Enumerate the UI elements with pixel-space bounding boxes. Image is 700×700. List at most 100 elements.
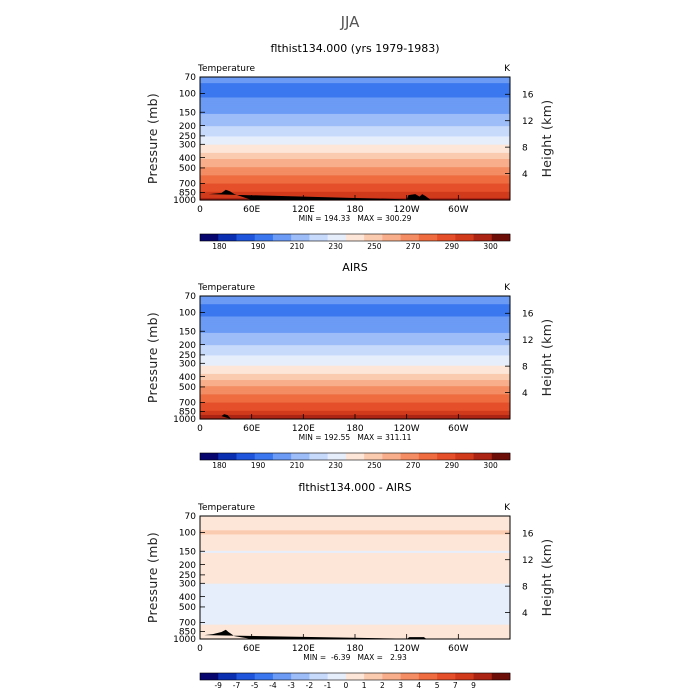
colorbar-swatch (418, 234, 438, 241)
field-band (200, 302, 510, 305)
colorbar-label: 250 (367, 461, 382, 470)
colorbar-swatch (473, 234, 493, 241)
colorbar-swatch (327, 673, 347, 680)
field-band (200, 308, 510, 311)
colorbar-swatch (364, 673, 383, 680)
figure-title: JJA (340, 13, 361, 31)
field-band (200, 386, 510, 389)
y-tick-label: 700 (179, 619, 196, 629)
field-band (200, 167, 510, 170)
x-tick-label: 0 (197, 424, 203, 434)
field-band (200, 404, 510, 408)
field-band (200, 152, 510, 156)
field-band (200, 618, 510, 622)
field-band (200, 122, 510, 125)
field-band (200, 171, 510, 174)
field-band (200, 334, 510, 338)
y-axis-label: Pressure (mb) (145, 312, 160, 403)
x-tick-label: 120W (394, 644, 420, 654)
field-band (200, 589, 510, 593)
colorbar-swatch (491, 453, 511, 460)
colorbar-swatch (364, 453, 383, 460)
colorbar-swatch (291, 453, 310, 460)
field-band (200, 124, 510, 127)
field-band (200, 622, 510, 626)
field-band (200, 583, 510, 587)
field-band (200, 559, 510, 562)
field-band (200, 339, 510, 342)
panel-left-label: Temperature (197, 283, 255, 293)
panel-left-label: Temperature (197, 503, 255, 513)
y-tick-label: 200 (179, 122, 196, 132)
field-band (200, 185, 510, 189)
panel-title: flthist134.000 - AIRS (298, 481, 411, 494)
field-band (200, 349, 510, 352)
x-tick-label: 180 (346, 644, 363, 654)
field-band (200, 148, 510, 152)
colorbar-swatch (345, 673, 365, 680)
field-band (200, 163, 510, 166)
colorbar-swatch (236, 234, 256, 241)
colorbar-label: -3 (287, 681, 295, 690)
y-tick-label: 500 (179, 383, 196, 393)
field-band (200, 369, 510, 373)
colorbar-frame (199, 233, 511, 242)
colorbar-swatch (345, 234, 365, 241)
field-band (200, 577, 510, 581)
y-tick-label: 150 (179, 547, 196, 557)
colorbar-label: 1 (362, 681, 367, 690)
colorbar-label: -4 (269, 681, 277, 690)
field-band (200, 396, 510, 400)
panel-title: AIRS (342, 261, 367, 274)
field-band (200, 109, 510, 113)
x-tick-label: 60W (448, 644, 468, 654)
field-band (200, 181, 510, 185)
colorbar-frame (199, 672, 511, 681)
colorbar-swatch (291, 673, 310, 680)
colorbar-label: -7 (233, 681, 241, 690)
y-tick-label: 850 (179, 408, 196, 418)
field-band (200, 130, 510, 133)
y-tick-label: 500 (179, 164, 196, 174)
field-band (200, 410, 510, 414)
field-band (200, 169, 510, 172)
panel-right-label: K (504, 503, 511, 513)
colorbar-label: 270 (406, 461, 421, 470)
field-band (200, 536, 510, 540)
x-tick-label: 0 (197, 205, 203, 215)
colorbar-swatch (364, 234, 383, 241)
x-tick-label: 60W (448, 424, 468, 434)
field-band (200, 406, 510, 410)
colorbar-swatch (272, 453, 292, 460)
height-tick-label: 12 (522, 336, 533, 346)
field-band (200, 384, 510, 387)
x-tick-label: 0 (197, 644, 203, 654)
field-band (200, 614, 510, 618)
field-band (200, 552, 510, 556)
field-band (200, 126, 510, 129)
field-band (200, 343, 510, 346)
colorbar-label: 5 (435, 681, 440, 690)
field-band (200, 136, 510, 140)
y-tick-label: 250 (179, 571, 196, 581)
x-tick-label: 120E (292, 644, 315, 654)
panel-model: flthist134.000 (yrs 1979-1983) Temperatur… (145, 42, 554, 251)
colorbar-swatch (254, 453, 274, 460)
field-band (200, 85, 510, 88)
colorbar-swatch (418, 673, 438, 680)
y-tick-label: 250 (179, 351, 196, 361)
y-tick-label: 850 (179, 189, 196, 199)
colorbar-swatch (437, 234, 456, 241)
field-band (200, 107, 510, 111)
y-tick-label: 300 (179, 580, 196, 590)
field-band (200, 324, 510, 328)
field-band (200, 587, 510, 591)
colorbar-swatch (382, 234, 401, 241)
panel-right-label: K (504, 283, 511, 293)
colorbar-swatch (400, 673, 420, 680)
colorbar-label: -1 (324, 681, 332, 690)
field-band (200, 380, 510, 383)
field-band (200, 532, 510, 536)
